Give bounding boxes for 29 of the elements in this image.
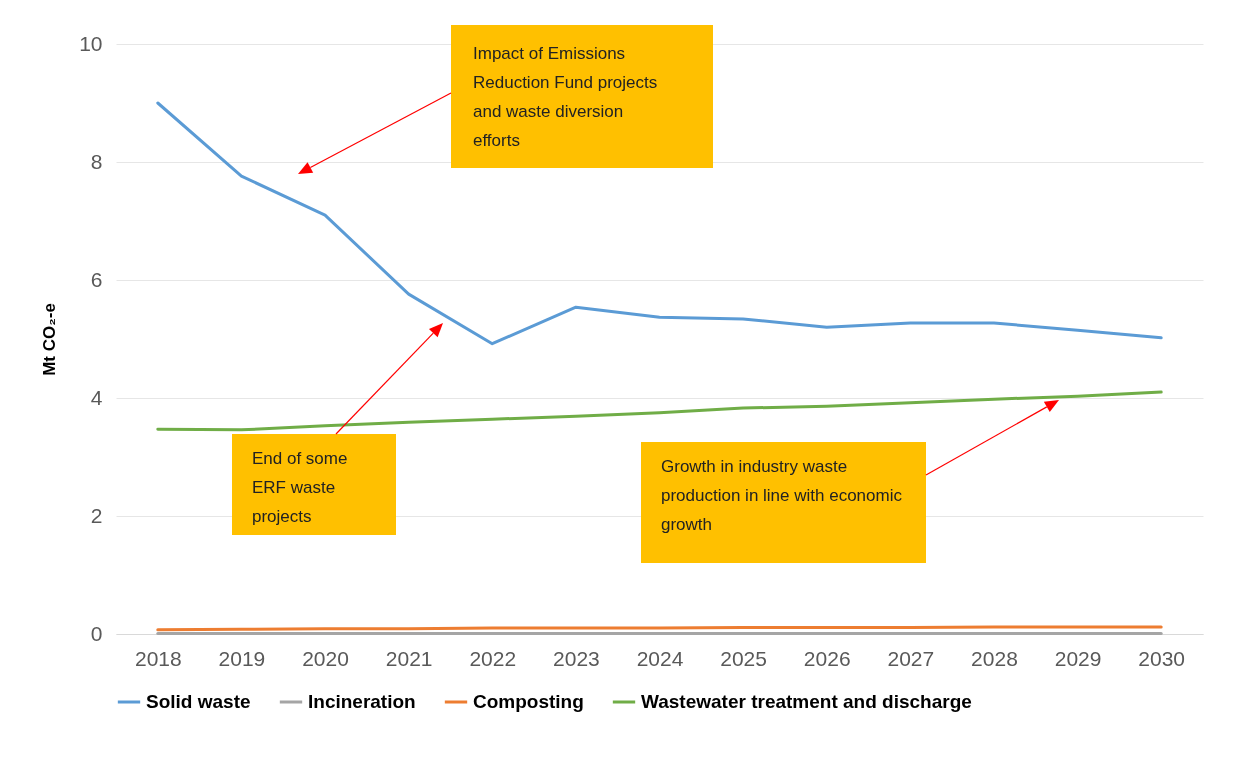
y-tick-label: 0 — [90, 621, 103, 645]
annotation: Growth in industry waste production in line with economic growth — [661, 456, 903, 536]
x-tick-label: 2022 — [469, 646, 517, 670]
y-tick-label: 4 — [90, 385, 103, 409]
x-tick-label: 2030 — [1138, 646, 1186, 670]
x-tick-label: 2021 — [385, 646, 433, 670]
x-tick-label: 2018 — [134, 646, 182, 670]
x-tick-label: 2027 — [887, 646, 935, 670]
x-tick-label: 2026 — [803, 646, 851, 670]
y-axis-title: Mt CO₂-e — [40, 303, 60, 376]
x-tick-label: 2024 — [636, 646, 684, 670]
x-tick-label: 2028 — [971, 646, 1018, 670]
x-tick-label: 2025 — [720, 646, 767, 670]
x-tick-label: 2020 — [302, 646, 349, 670]
legend-label: Composting — [473, 691, 584, 712]
legend-label: Solid waste — [146, 691, 251, 712]
x-tick-label: 2023 — [553, 646, 600, 670]
legend-label: Wastewater treatment and discharge — [641, 691, 972, 712]
y-tick-label: 2 — [90, 503, 103, 527]
y-tick-label: 6 — [90, 267, 103, 291]
annotation: Impact of Emissions Reduction Fund projects and waste diversion efforts — [473, 43, 659, 152]
y-tick-label: 8 — [90, 149, 103, 173]
x-tick-label: 2029 — [1054, 646, 1102, 670]
line-series — [156, 390, 1163, 432]
x-tick-label: 2019 — [218, 646, 266, 670]
legend-label: Incineration — [308, 691, 416, 712]
line-series — [156, 101, 1163, 346]
y-tick-label: 10 — [79, 31, 103, 55]
annotation: End of some ERF waste projects — [252, 448, 349, 528]
